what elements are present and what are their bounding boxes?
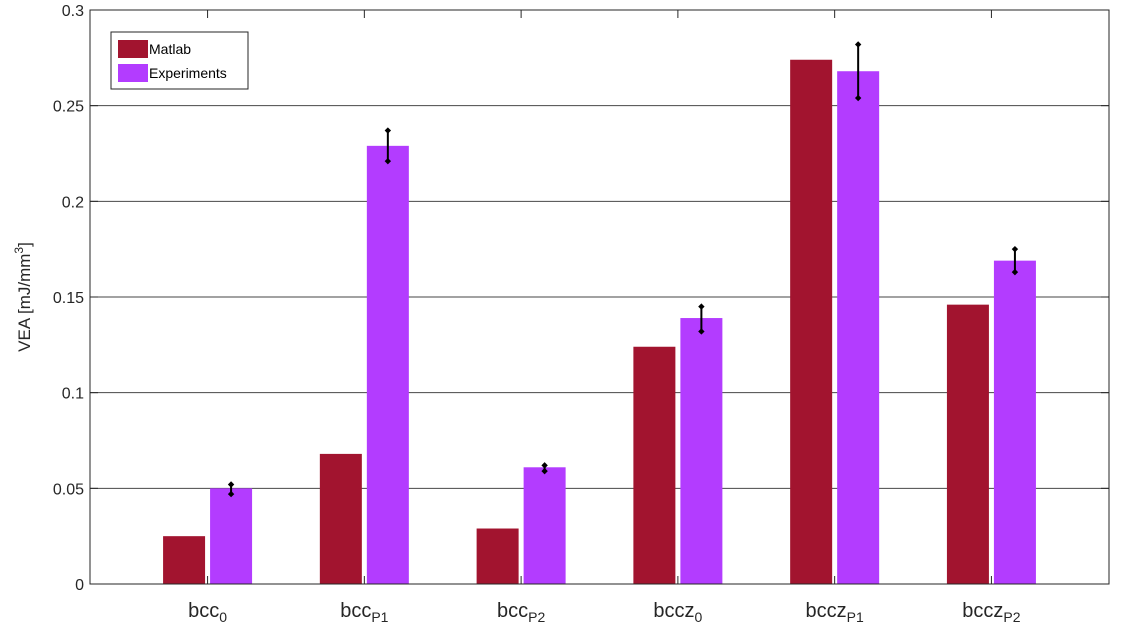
axis-labels: 0 0.05 0.1 0.15 0.2 0.25 0.3 bcc0 bccP1 bccP2 bccz… bbox=[12, 3, 1021, 625]
bar-experiments-1 bbox=[366, 145, 409, 584]
category-label: bccP1 bbox=[340, 600, 388, 625]
legend-swatch-matlab bbox=[118, 40, 148, 58]
category-label: bcc0 bbox=[188, 600, 227, 625]
category-label: bcczP2 bbox=[962, 600, 1020, 625]
legend-swatch-experiments bbox=[118, 64, 148, 82]
axes bbox=[89, 9, 1110, 585]
error-cap-bottom-3 bbox=[698, 328, 705, 335]
bar-matlab-5 bbox=[946, 304, 989, 584]
category-label: bcczP1 bbox=[806, 600, 864, 625]
y-tick-label: 0.15 bbox=[53, 290, 84, 307]
error-cap-bottom-1 bbox=[384, 157, 392, 165]
error-cap-top-0 bbox=[227, 481, 235, 488]
legend-label-matlab: Matlab bbox=[149, 41, 191, 57]
error-bars bbox=[227, 41, 1019, 498]
bar-matlab-4 bbox=[790, 59, 833, 585]
y-tick-label: 0.3 bbox=[62, 3, 84, 20]
bar-matlab-1 bbox=[319, 453, 362, 584]
error-cap-top-4 bbox=[854, 41, 862, 48]
category-label: bccz0 bbox=[653, 600, 702, 625]
y-axis-label: VEA [mJ/mm3] bbox=[12, 242, 34, 352]
bar-experiments-4 bbox=[837, 71, 880, 584]
y-tick-label: 0.25 bbox=[53, 99, 84, 116]
category-label: bccP2 bbox=[497, 600, 545, 625]
error-cap-bottom-4 bbox=[854, 94, 862, 102]
y-tick-label: 0.2 bbox=[62, 194, 84, 211]
y-tick-label: 0.1 bbox=[62, 386, 84, 403]
legend: Matlab Experiments bbox=[110, 31, 249, 90]
bar-experiments-2 bbox=[523, 467, 566, 584]
error-cap-bottom-2 bbox=[541, 467, 548, 475]
error-cap-top-1 bbox=[384, 127, 392, 134]
grid-lines bbox=[90, 105, 1109, 489]
error-cap-top-2 bbox=[541, 462, 548, 469]
bar-matlab-3 bbox=[633, 346, 676, 584]
legend-label-experiments: Experiments bbox=[149, 65, 227, 81]
y-tick-label: 0 bbox=[75, 577, 84, 594]
bar-experiments-3 bbox=[680, 318, 723, 584]
bar-matlab-2 bbox=[476, 528, 519, 584]
bar-experiments-5 bbox=[993, 260, 1036, 584]
bar-matlab-0 bbox=[163, 536, 206, 584]
y-tick-label: 0.05 bbox=[53, 481, 84, 498]
bar-experiments-0 bbox=[210, 488, 253, 584]
bars bbox=[163, 59, 1036, 585]
error-cap-bottom-0 bbox=[227, 490, 235, 498]
error-cap-top-3 bbox=[698, 303, 705, 310]
error-cap-bottom-5 bbox=[1011, 268, 1019, 276]
error-cap-top-5 bbox=[1011, 245, 1019, 253]
